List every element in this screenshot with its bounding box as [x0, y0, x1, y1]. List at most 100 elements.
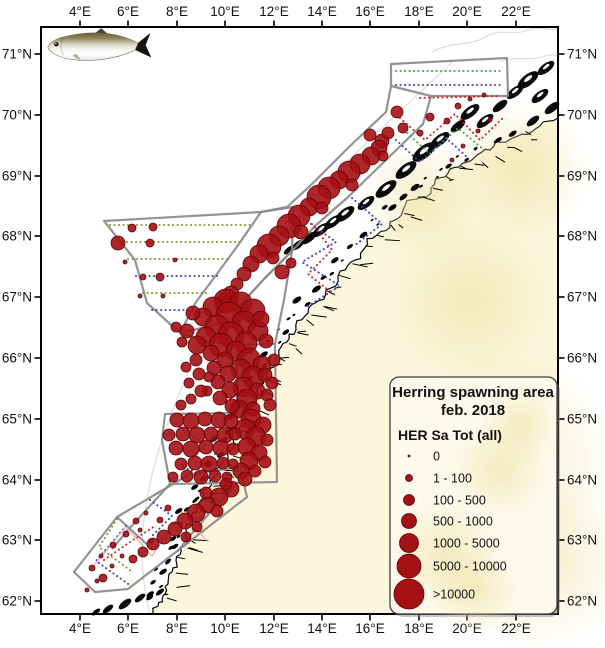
catch-bubble — [180, 531, 192, 543]
land-shading — [390, 220, 550, 380]
fjord-line — [188, 547, 198, 551]
island-speck — [278, 340, 282, 344]
survey-stratum-outline — [116, 516, 153, 550]
legend-bubble-symbol — [393, 578, 425, 610]
x-axis-label: 6°E — [117, 621, 139, 636]
catch-bubble — [454, 102, 462, 110]
y-axis-label: 67°N — [2, 290, 32, 305]
y-axis-label: 68°N — [2, 229, 32, 244]
catch-bubble — [98, 573, 108, 583]
fjord-line — [338, 274, 351, 280]
catch-bubble — [137, 527, 143, 533]
legend-entries: 0 1 - 100 100 - 500 500 - 1000 1000 - 5000 50… — [393, 450, 507, 610]
island-speck — [165, 558, 172, 564]
bubble-layer — [84, 92, 493, 593]
catch-bubble — [167, 521, 183, 537]
catch-bubble — [191, 521, 203, 533]
island-speck — [445, 163, 452, 169]
catch-bubble — [179, 323, 195, 339]
y-axis-label: 70°N — [2, 108, 32, 123]
legend-texture — [480, 385, 560, 465]
legend-bubble-symbol — [405, 474, 413, 482]
fjord-line — [297, 330, 307, 333]
y-axis-label: 67°N — [567, 290, 597, 305]
fjord-line — [460, 165, 467, 170]
island-speck — [159, 584, 164, 588]
island-detail — [511, 87, 519, 94]
island — [155, 588, 165, 596]
catch-bubble — [156, 529, 172, 545]
island-detail — [402, 165, 411, 172]
island-speck — [282, 329, 290, 335]
legend-background-texture — [390, 385, 560, 635]
island-speck — [159, 568, 167, 575]
island-speck — [455, 155, 459, 158]
island-speck — [171, 543, 179, 550]
island-detail — [536, 91, 544, 98]
catch-bubble — [475, 128, 481, 134]
island-speck — [329, 271, 335, 276]
transect-line — [103, 525, 156, 561]
catch-bubble — [425, 112, 435, 122]
x-axis-label: 14°E — [307, 4, 336, 19]
island-speck — [320, 275, 327, 280]
fjord-line — [390, 224, 396, 231]
catch-bubble — [176, 336, 188, 348]
island-detail — [466, 107, 474, 114]
x-axis-label: 10°E — [210, 4, 239, 19]
catch-bubble — [203, 371, 215, 383]
catch-bubble — [119, 553, 125, 559]
catch-bubble — [84, 587, 90, 593]
x-axis-label: 4°E — [69, 621, 91, 636]
catch-bubble — [194, 384, 208, 398]
fjord-line — [177, 556, 186, 560]
island-speck — [175, 508, 183, 514]
island — [526, 115, 540, 127]
island-speck — [312, 285, 321, 293]
catch-bubble — [285, 257, 297, 269]
legend-bubble-symbol — [396, 553, 422, 579]
fjord-line — [280, 357, 286, 362]
y-axis-label: 66°N — [567, 351, 597, 366]
catch-bubble — [183, 377, 195, 389]
fjord-line — [288, 343, 297, 347]
catch-bubble — [363, 128, 377, 142]
fjord-line — [311, 314, 327, 318]
catch-bubble — [175, 399, 187, 411]
catch-bubble — [200, 455, 218, 473]
catch-bubble — [88, 564, 96, 572]
island-detail — [542, 63, 550, 70]
legend-entry-label: 1000 - 5000 — [433, 537, 500, 551]
x-axis-label: 22°E — [501, 621, 530, 636]
transect-line — [306, 223, 337, 297]
catch-bubble — [172, 257, 178, 263]
island-detail — [317, 225, 325, 232]
island-detail — [382, 184, 391, 191]
x-axis-label: 18°E — [404, 621, 433, 636]
catch-bubble — [109, 541, 117, 549]
island-speck — [370, 218, 374, 222]
catch-bubble — [198, 439, 214, 455]
island-speck — [331, 257, 339, 264]
catch-bubble — [487, 117, 493, 123]
catch-bubble — [122, 259, 128, 265]
y-axis-label: 63°N — [2, 533, 32, 548]
island-speck — [340, 259, 344, 262]
catch-bubble — [210, 504, 224, 518]
catch-bubble — [122, 530, 130, 538]
legend-title-line1: Herring spawning area — [392, 384, 554, 401]
fjord-line — [377, 234, 385, 238]
fjord-line — [481, 162, 489, 169]
x-axis-label: 6°E — [117, 4, 139, 19]
fjord-line — [176, 585, 191, 588]
catch-bubble — [193, 469, 209, 485]
catch-bubble — [148, 222, 158, 232]
catch-bubble — [228, 427, 242, 441]
island-speck — [435, 175, 439, 179]
catch-bubble — [182, 412, 200, 430]
legend-title-line2: feb. 2018 — [441, 402, 505, 419]
catch-bubble — [174, 457, 188, 471]
shelf-contour — [431, 27, 558, 53]
catch-bubble — [110, 235, 126, 251]
island — [492, 99, 508, 113]
